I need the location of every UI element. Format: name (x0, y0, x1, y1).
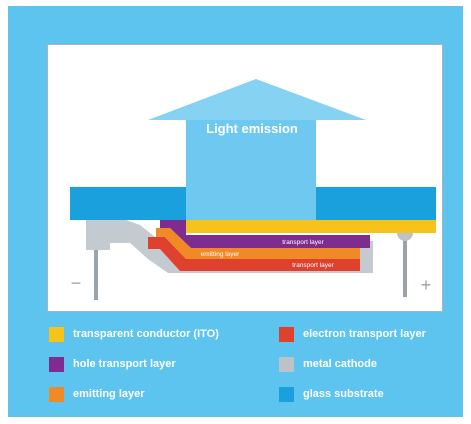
legend-label: glass substrate (303, 388, 384, 400)
legend-electron-transport: electron transport layer (279, 324, 426, 344)
legend-label: hole transport layer (73, 358, 176, 370)
oled-diagram-svg: Light emission transport layer emitting … (70, 79, 436, 300)
cathode-wire-left (94, 250, 98, 300)
plus-terminal-label: + (421, 275, 432, 295)
light-emission-column (186, 120, 316, 220)
swatch-transparent-conductor (49, 326, 64, 342)
legend-label: metal cathode (303, 358, 377, 370)
swatch-hole-transport (49, 356, 64, 372)
emitting-layer-shape (156, 228, 360, 259)
swatch-metal-cathode (279, 356, 294, 372)
legend-transparent-conductor: transparent conductor (ITO) (49, 324, 219, 344)
legend-emitting-layer: emitting layer (49, 384, 145, 404)
minus-terminal-label: − (71, 273, 82, 293)
oled-cross-section-diagram: Light emission transport layer emitting … (47, 44, 443, 312)
legend-hole-transport: hole transport layer (49, 354, 176, 374)
electron-transport-layer-shape (148, 237, 360, 271)
legend-metal-cathode: metal cathode (279, 354, 377, 374)
legend-glass-substrate: glass substrate (279, 384, 384, 404)
light-emission-label: Light emission (206, 121, 298, 136)
swatch-glass-substrate (279, 386, 294, 402)
transport-layer-upper-label: transport layer (282, 239, 324, 246)
legend-label: electron transport layer (303, 328, 426, 340)
swatch-emitting-layer (49, 386, 64, 402)
legend-label: transparent conductor (ITO) (73, 328, 219, 340)
transport-layer-lower-label: transport layer (292, 262, 334, 269)
anode-wire-right (403, 235, 407, 297)
hole-transport-layer-shape (160, 219, 370, 248)
legend-label: emitting layer (73, 388, 145, 400)
transparent-conductor-shape (186, 220, 436, 233)
swatch-electron-transport (279, 326, 294, 342)
oled-structure-panel: Light emission transport layer emitting … (8, 6, 463, 417)
emitting-layer-label: emitting layer (201, 251, 240, 258)
legend: transparent conductor (ITO) electron tra… (49, 324, 469, 414)
